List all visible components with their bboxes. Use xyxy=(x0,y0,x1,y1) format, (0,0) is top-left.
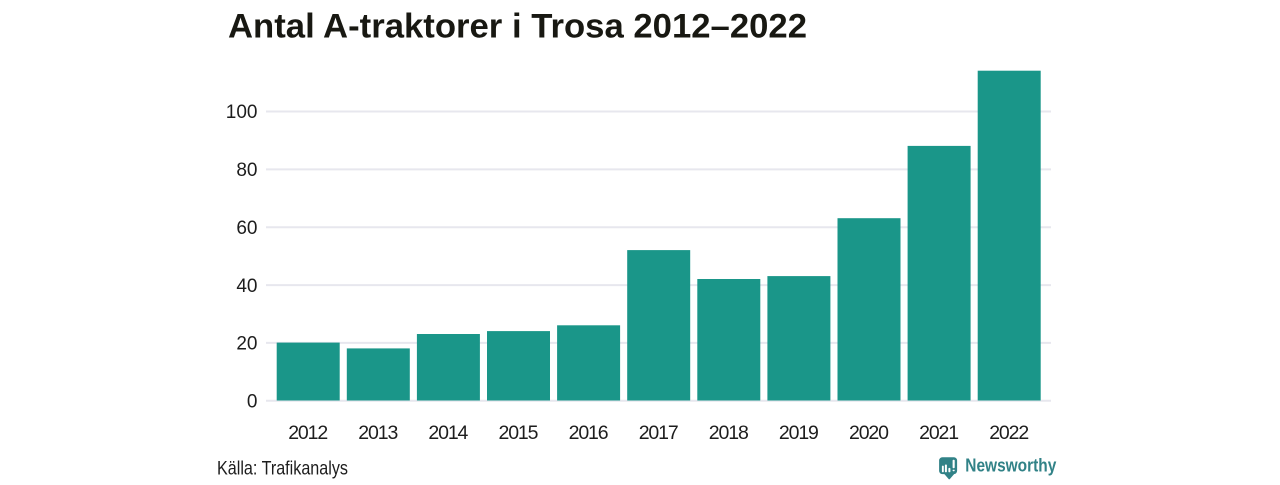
svg-text:60: 60 xyxy=(236,218,257,239)
svg-text:100: 100 xyxy=(226,102,258,123)
svg-text:2017: 2017 xyxy=(639,422,679,444)
svg-text:40: 40 xyxy=(236,276,257,297)
svg-text:2016: 2016 xyxy=(569,422,609,444)
svg-text:2013: 2013 xyxy=(358,422,398,444)
svg-text:2022: 2022 xyxy=(989,422,1029,444)
svg-text:2018: 2018 xyxy=(709,422,749,444)
svg-text:Källa: Trafikanalys: Källa: Trafikanalys xyxy=(217,457,348,479)
svg-text:2015: 2015 xyxy=(499,422,539,444)
svg-text:2012: 2012 xyxy=(288,422,328,444)
svg-text:Newsworthy: Newsworthy xyxy=(965,455,1057,476)
svg-text:2019: 2019 xyxy=(779,422,819,444)
svg-text:2021: 2021 xyxy=(919,422,959,444)
svg-text:2020: 2020 xyxy=(849,422,889,444)
svg-text:80: 80 xyxy=(236,160,257,181)
svg-text:0: 0 xyxy=(247,392,258,413)
svg-text:Antal A-traktorer i Trosa 2012: Antal A-traktorer i Trosa 2012–2022 xyxy=(228,7,807,45)
svg-text:20: 20 xyxy=(236,334,257,355)
svg-text:2014: 2014 xyxy=(428,422,468,444)
